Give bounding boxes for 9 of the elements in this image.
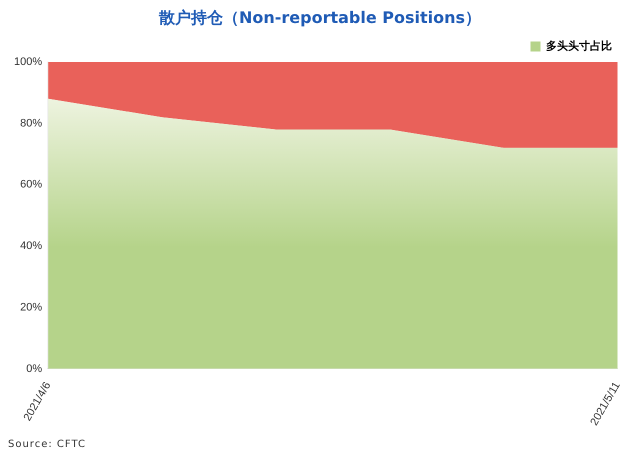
y-tick-label: 100% <box>14 56 42 68</box>
legend-label: 多头头寸占比 <box>546 40 612 53</box>
y-tick-label: 80% <box>20 117 42 130</box>
y-tick-label: 60% <box>20 178 42 191</box>
y-tick-label: 0% <box>26 362 42 375</box>
source-note: Source: CFTC <box>8 439 87 450</box>
y-tick-label: 40% <box>20 240 42 252</box>
y-tick-label: 20% <box>20 301 42 314</box>
chart-title: 散户持仓（Non-reportable Positions） <box>158 8 482 29</box>
